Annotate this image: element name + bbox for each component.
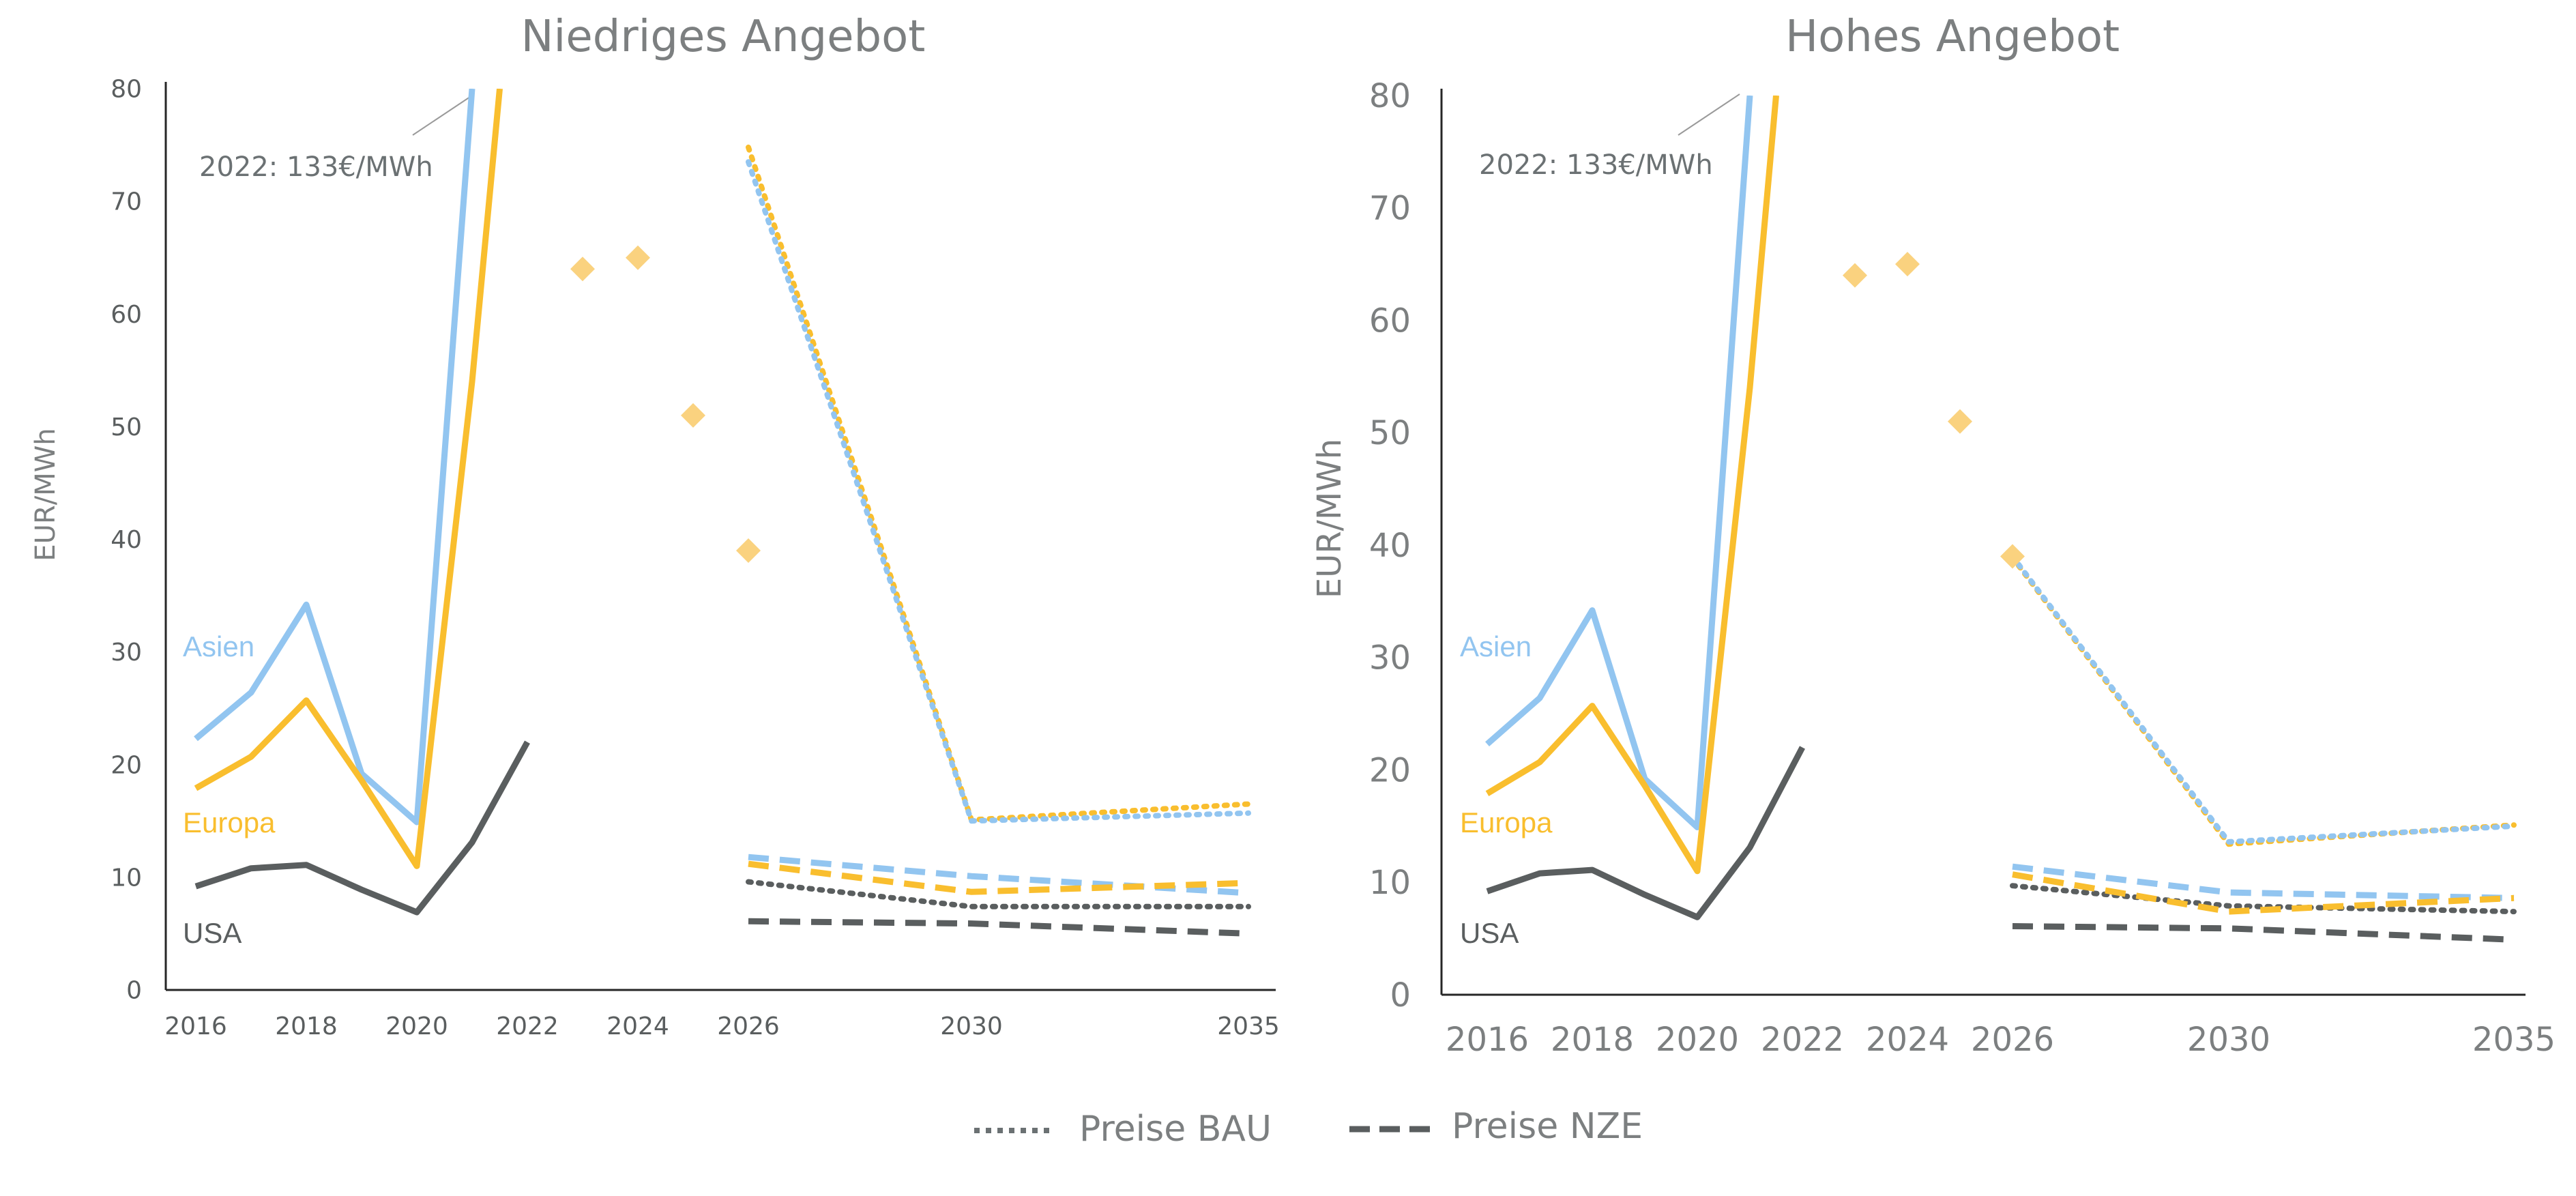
series-line-asia-hist [1485,96,1753,830]
x-tick-label: 2020 [1656,1021,1739,1059]
series-label-asien: Asien [183,630,254,662]
series-line-asia-bau [2010,553,2517,845]
series-line-asia-nze [2012,863,2515,901]
y-tick-label: 70 [111,188,142,216]
x-tick-label: 2035 [1217,1012,1280,1040]
x-tick-label: 2035 [2472,1021,2556,1059]
x-tick-label: 2016 [1446,1021,1529,1059]
y-tick-label: 80 [1369,77,1411,115]
x-tick-label: 2024 [606,1012,669,1040]
legend: Preise BAU Preise NZE [974,1106,1643,1150]
series-line-europe-nze [2012,871,2515,915]
chart-title: Hohes Angebot [1785,12,2120,62]
x-tick-label: 2022 [496,1012,559,1040]
series-line-europe-bau [2010,555,2517,847]
series-line-europe-nze [748,860,1249,895]
x-tick-label: 2026 [1971,1021,2054,1059]
series-line-usa-nze [2012,923,2515,943]
annotation-2022: 2022: 133€/MWh [1479,149,1713,181]
series-line-usa-hist [194,740,530,916]
y-tick-label: 20 [111,751,142,779]
y-tick-label: 40 [1369,527,1411,565]
series-label-usa: USA [183,917,241,949]
y-tick-label: 30 [1369,639,1411,677]
price-marker [2000,544,2025,569]
y-tick-label: 10 [111,864,142,892]
y-tick-label: 80 [111,76,142,104]
x-tick-label: 2022 [1761,1021,1844,1059]
panel-low-supply: Niedriges Angebot EUR/MWh 2022: 133€/MWh… [30,12,1280,1040]
x-tick-label: 2018 [1551,1021,1634,1059]
series-label-asien: Asien [1460,630,1532,662]
x-tick-label: 2030 [2187,1021,2270,1059]
x-tick-label: 2024 [1866,1021,1949,1059]
annotation-2022: 2022: 133€/MWh [199,151,433,183]
x-tick-label: 2018 [275,1012,338,1040]
x-tick-label: 2026 [717,1012,780,1040]
price-marker [1843,263,1867,288]
price-marker [570,257,595,282]
price-marker [736,538,761,564]
y-tick-label: 60 [111,301,142,329]
legend-label-bau: Preise BAU [1079,1109,1272,1150]
y-tick-label: 40 [111,526,142,554]
y-tick-label: 60 [1369,302,1411,340]
x-tick-label: 2020 [385,1012,448,1040]
series-line-usa-hist [1486,746,1805,920]
price-marker [1895,252,1920,277]
y-axis-label: EUR/MWh [1311,439,1349,598]
series-line-asia-hist [194,89,475,826]
y-axis-label: EUR/MWh [30,428,61,561]
y-tick-label: 70 [1369,190,1411,228]
y-tick-label: 50 [1369,414,1411,452]
legend-label-nze: Preise NZE [1452,1106,1643,1147]
y-tick-label: 0 [1390,976,1411,1015]
panel-high-supply: Hohes Angebot EUR/MWh 2022: 133€/MWh 0 10… [1311,12,2556,1059]
x-tick-label: 2016 [164,1012,227,1040]
price-marker [626,245,650,270]
price-marker [681,403,705,428]
legend-item-nze: Preise NZE [1349,1106,1643,1147]
annotation-leader-line [412,93,475,136]
y-tick-label: 10 [1369,864,1411,902]
x-tick-label: 2030 [940,1012,1003,1040]
annotation-leader-line [1678,93,1740,136]
series-line-europe-hist [194,89,503,869]
series-label-europa: Europa [183,806,276,838]
series-label-europa: Europa [1460,806,1553,838]
y-tick-label: 50 [111,413,142,441]
y-tick-label: 20 [1369,751,1411,789]
y-tick-label: 30 [111,639,142,667]
series-line-asia-bau [746,159,1251,824]
y-tick-label: 0 [126,977,142,1005]
series-line-usa-bau [2010,883,2517,915]
series-line-usa-nze [748,918,1249,937]
series-line-europe-bau [746,144,1251,823]
series-line-usa-bau [746,879,1251,909]
series-line-europe-hist [1485,96,1779,875]
price-marker [1948,409,1972,434]
chart-title: Niedriges Angebot [521,12,926,62]
series-label-usa: USA [1460,917,1519,949]
legend-item-bau: Preise BAU [974,1109,1272,1150]
